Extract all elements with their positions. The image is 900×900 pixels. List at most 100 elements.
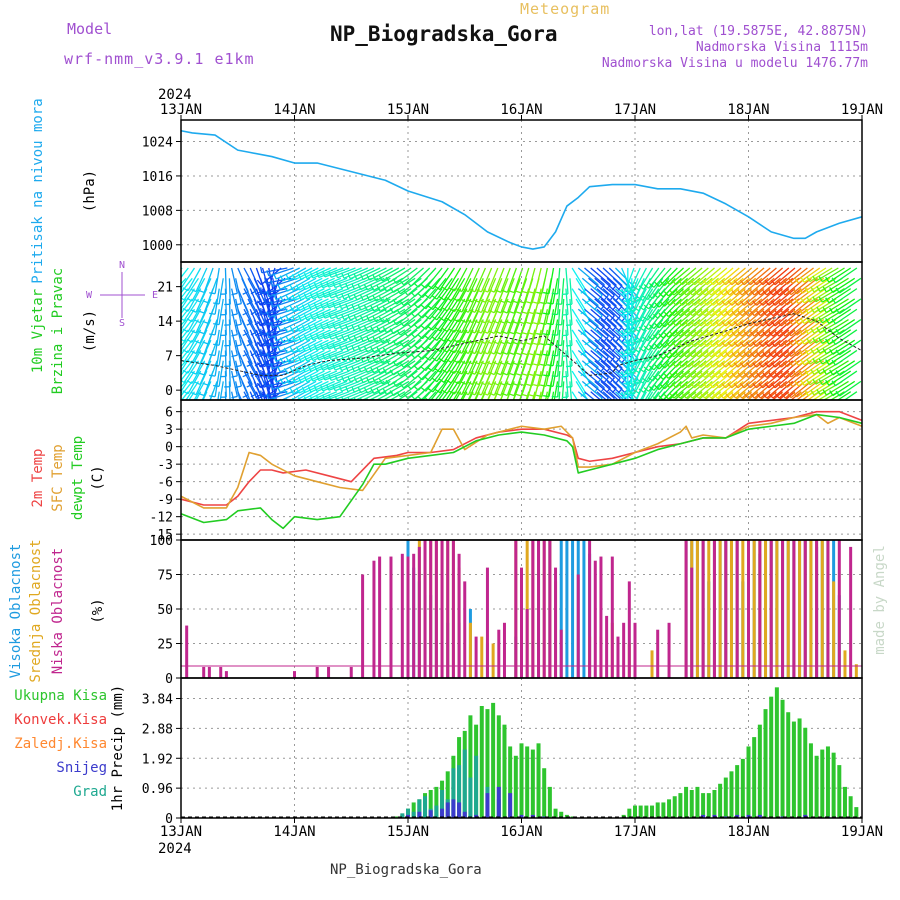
clouds-low_cloud-bar (667, 622, 671, 678)
wind-barb-flag (385, 318, 390, 324)
wind-barb-flag (806, 337, 811, 344)
wind-barb (588, 380, 609, 399)
wind-barb (557, 350, 561, 377)
wind-barb (417, 329, 437, 350)
temperature-ytick-label: -15 (150, 528, 173, 543)
clouds-mid_cloud-bar (468, 622, 472, 678)
wind-barb-field (167, 266, 862, 418)
wind-barb-flag (475, 392, 482, 396)
wind-barb-flag (351, 345, 355, 352)
wind-barb-flag (719, 310, 724, 317)
wind-barb-flag (632, 380, 639, 385)
wind-barb (527, 267, 536, 294)
wind-barb-flag (652, 293, 659, 299)
wind-barb (316, 277, 342, 289)
wind-barb-flag (543, 394, 550, 398)
wind-barb (446, 267, 462, 291)
wind-barb-flag (580, 392, 587, 397)
clouds-ytick-label: 75 (157, 569, 173, 584)
wind-barb (181, 370, 196, 393)
precip-precip_total-bar (621, 814, 626, 818)
wind-barb (286, 318, 311, 333)
wind-barb-flag (338, 385, 343, 392)
wind-barb-flag (403, 393, 409, 399)
wind-barb-flag (334, 395, 338, 400)
wind-barb (343, 370, 369, 382)
clouds-low_cloud-bar (616, 636, 620, 678)
wind-barb (734, 391, 746, 400)
wind-barb-flag (774, 351, 780, 358)
wind-barb (832, 360, 856, 376)
wind-barb-flag (190, 391, 197, 396)
wind-barb-flag (739, 362, 745, 368)
wind-barb-flag (626, 416, 632, 418)
wind-barb-flag (543, 312, 550, 315)
wind-barb-flag (737, 310, 743, 317)
wind-barb-flag (182, 307, 189, 312)
clouds-mid_cloud-bar (718, 540, 722, 678)
wind-barb-flag (209, 416, 215, 417)
wind-barb-flag (665, 300, 671, 306)
wind-barb-flag (175, 348, 180, 351)
precip-precip_total-bar (445, 771, 450, 818)
wind-barb (271, 391, 276, 400)
wind-barb-flag (816, 327, 821, 333)
wind-barb (214, 309, 220, 336)
clouds-low_cloud-bar (525, 609, 529, 678)
wind-barb-flag (659, 342, 665, 348)
wind-barb (288, 288, 313, 302)
wind-barb (181, 319, 187, 327)
x-year-top: 2024 (158, 87, 192, 103)
wind-barb (191, 298, 206, 322)
wind-barb (382, 329, 406, 344)
precip-snow-bar (701, 814, 706, 818)
wind-barb-flag (351, 324, 355, 331)
wind-barb-flag (756, 393, 762, 399)
wind-barb (835, 349, 858, 366)
clouds-low_cloud-bar (224, 671, 228, 678)
clouds-low_cloud-bar (406, 556, 410, 678)
wind-barb-flag (829, 328, 834, 335)
station-title: NP_Biogradska_Gora (330, 22, 558, 46)
wind-barb-flag (629, 412, 634, 415)
wind-barb-flag (199, 414, 205, 416)
wind-barb-flag (764, 300, 770, 306)
wind-barb-flag (403, 290, 409, 296)
clouds-mid_cloud-bar (752, 540, 756, 678)
wind-barb-flag (659, 383, 665, 390)
wind-barb-flag (540, 343, 547, 346)
wind-barb-flag (508, 331, 515, 335)
wind-barb (341, 298, 366, 310)
wind-barb (310, 339, 335, 352)
wind-barb-flag (273, 397, 276, 400)
wind-barb-flag (344, 385, 349, 392)
wind-barb (341, 339, 366, 351)
precip-precip_total-bar (547, 786, 552, 818)
wind-barb-flag (798, 329, 804, 335)
wind-barb-flag (647, 356, 654, 361)
wind-barb-flag (266, 393, 270, 400)
wind-barb (557, 309, 561, 336)
wind-barb-flag (417, 334, 423, 340)
wind-barb (506, 329, 518, 355)
wind-barb-flag (733, 382, 739, 389)
wind-barb-flag (831, 380, 836, 387)
wind-barb-flag (266, 373, 270, 380)
wind-barb (500, 329, 511, 355)
wind-barb (312, 288, 338, 300)
precip-graupel-bar (400, 813, 405, 818)
wind-barb-flag (762, 372, 768, 378)
wind-barb-flag (658, 312, 664, 318)
wind-barb-flag (756, 310, 762, 317)
wind-barb-flag (659, 322, 665, 328)
wind-barb-flag (285, 295, 290, 302)
wind-barb-flag (783, 403, 787, 408)
wind-barb-flag (453, 339, 459, 344)
wind-barb (571, 308, 587, 332)
wind-barb (312, 349, 338, 362)
wind-barb-flag (167, 305, 172, 309)
wind-barb-flag (743, 290, 749, 296)
wind-barb-flag (285, 357, 290, 364)
wind-barb (259, 381, 268, 400)
wind-barb-flag (810, 389, 815, 396)
